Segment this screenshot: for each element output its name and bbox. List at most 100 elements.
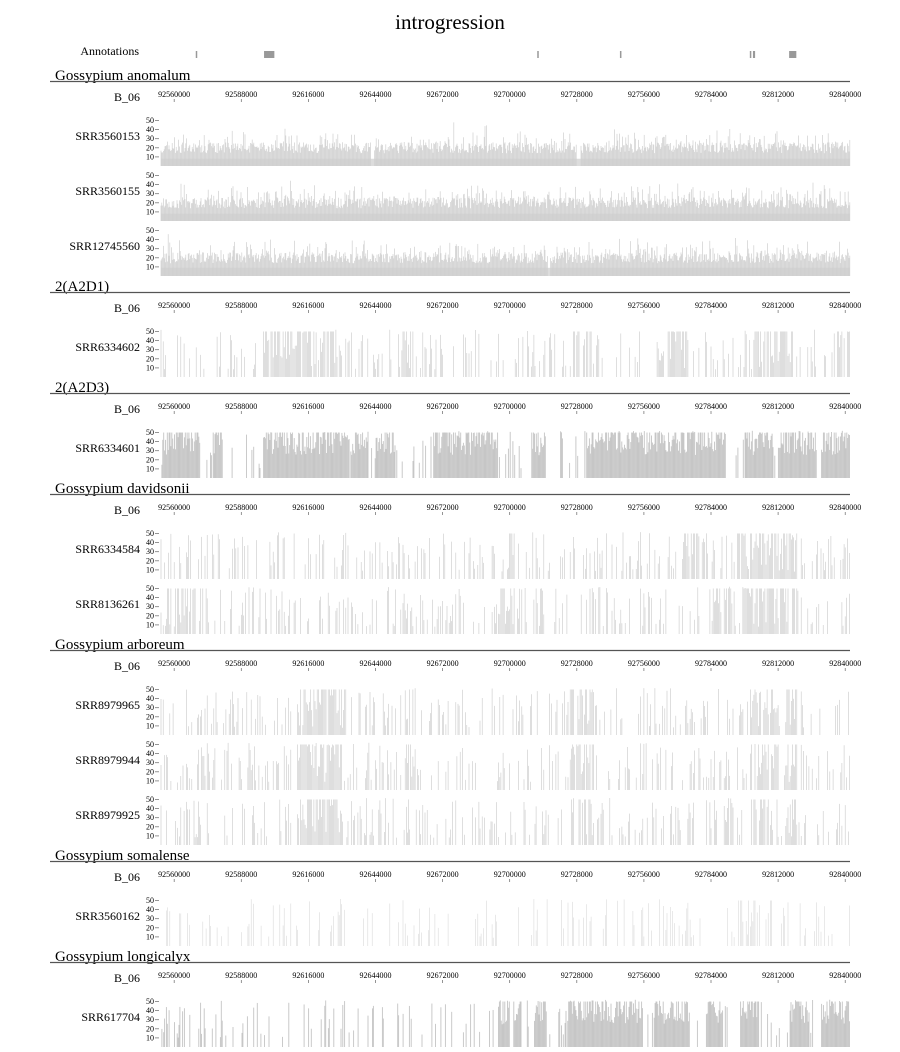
x-tick-label: 92644000 (359, 659, 391, 668)
x-tick-label: 92644000 (359, 503, 391, 512)
coverage-profile (160, 122, 851, 166)
y-tick-label: 30 (146, 758, 154, 767)
sample-group: Gossypium davidsonii (50, 481, 850, 497)
x-tick-label: 92700000 (494, 90, 526, 99)
group-title: Gossypium arboreum (55, 637, 185, 653)
chromosome-label: B_06 (114, 402, 140, 416)
x-tick-label: 92644000 (359, 301, 391, 310)
x-tick-label: 92560000 (158, 659, 190, 668)
x-tick-label: 92588000 (225, 659, 257, 668)
coverage-profile (160, 742, 850, 790)
x-tick-label: 92840000 (829, 301, 861, 310)
annotation-feature (789, 51, 797, 58)
y-tick-label: 30 (146, 446, 154, 455)
x-tick-label: 92700000 (494, 301, 526, 310)
y-tick-label: 40 (146, 336, 154, 345)
x-tick-label: 92672000 (427, 90, 459, 99)
sample-label: SRR3560153 (75, 129, 140, 143)
x-tick-label: 92616000 (292, 503, 324, 512)
annotation-feature (752, 51, 756, 58)
x-tick-label: 92756000 (628, 90, 660, 99)
x-tick-label: 92728000 (561, 301, 593, 310)
sample-label: SRR6334602 (75, 340, 140, 354)
sample-group: 2(A2D3) (50, 380, 850, 396)
y-tick-label: 20 (146, 354, 154, 363)
y-tick-label: 30 (146, 189, 154, 198)
x-tick-label: 92784000 (695, 90, 727, 99)
x-tick-label: 92700000 (494, 402, 526, 411)
y-tick-label: 30 (146, 602, 154, 611)
y-tick-label: 10 (146, 721, 154, 730)
y-tick-label: 30 (146, 703, 154, 712)
x-tick-label: 92784000 (695, 503, 727, 512)
y-tick-label: 50 (146, 795, 154, 804)
x-tick-label: 92784000 (695, 402, 727, 411)
annotation-feature (537, 51, 539, 58)
x-tick-label: 92672000 (427, 503, 459, 512)
y-tick-label: 40 (146, 694, 154, 703)
x-tick-label: 92560000 (158, 402, 190, 411)
y-tick-label: 40 (146, 180, 154, 189)
group-title: Gossypium davidsonii (55, 481, 190, 497)
x-tick-label: 92812000 (762, 90, 794, 99)
y-tick-label: 50 (146, 327, 154, 336)
y-tick-label: 10 (146, 831, 154, 840)
x-tick-label: 92756000 (628, 301, 660, 310)
y-tick-label: 10 (146, 464, 154, 473)
x-tick-label: 92840000 (829, 402, 861, 411)
x-tick-label: 92812000 (762, 301, 794, 310)
y-tick-label: 20 (146, 143, 154, 152)
y-tick-label: 20 (146, 253, 154, 262)
sample-label: SRR12745560 (69, 239, 140, 253)
group-title: 2(A2D1) (55, 279, 109, 295)
x-tick-label: 92560000 (158, 503, 190, 512)
coordinate-axis: B_06 92560000 92588000 92616000 92644000 9267… (114, 301, 861, 315)
chart-title: introgression (395, 10, 505, 34)
x-tick-label: 92672000 (427, 301, 459, 310)
x-tick-label: 92672000 (427, 659, 459, 668)
x-tick-label: 92812000 (762, 659, 794, 668)
x-tick-label: 92700000 (494, 659, 526, 668)
sample-label: SRR3560155 (75, 184, 140, 198)
y-tick-label: 50 (146, 529, 154, 538)
coverage-profile (160, 180, 851, 221)
y-tick-label: 10 (146, 363, 154, 372)
coverage-profile (160, 234, 851, 276)
x-tick-label: 92616000 (292, 659, 324, 668)
y-tick-label: 40 (146, 235, 154, 244)
coordinate-axis: B_06 92560000 92588000 92616000 92644000 9267… (114, 402, 861, 416)
y-tick-label: 40 (146, 804, 154, 813)
x-tick-label: 92644000 (359, 90, 391, 99)
y-tick-label: 20 (146, 822, 154, 831)
sample-label: SRR6334601 (75, 441, 140, 455)
x-tick-label: 92728000 (561, 402, 593, 411)
x-tick-label: 92616000 (292, 301, 324, 310)
x-tick-label: 92588000 (225, 402, 257, 411)
y-tick-label: 20 (146, 767, 154, 776)
group-title: Gossypium anomalum (55, 68, 191, 84)
x-tick-label: 92672000 (427, 402, 459, 411)
x-tick-label: 92644000 (359, 402, 391, 411)
x-tick-label: 92784000 (695, 659, 727, 668)
coverage-profile (160, 586, 850, 634)
y-tick-label: 20 (146, 556, 154, 565)
y-tick-label: 40 (146, 593, 154, 602)
coverage-profile (160, 688, 849, 735)
chromosome-label: B_06 (114, 90, 140, 104)
x-tick-label: 92588000 (225, 503, 257, 512)
annotation-feature (619, 51, 622, 58)
x-tick-label: 92700000 (494, 503, 526, 512)
y-tick-label: 10 (146, 207, 154, 216)
y-tick-label: 40 (146, 437, 154, 446)
x-tick-label: 92728000 (561, 503, 593, 512)
sample-label: SRR8979944 (75, 753, 140, 767)
x-tick-label: 92840000 (829, 503, 861, 512)
x-tick-label: 92812000 (762, 503, 794, 512)
